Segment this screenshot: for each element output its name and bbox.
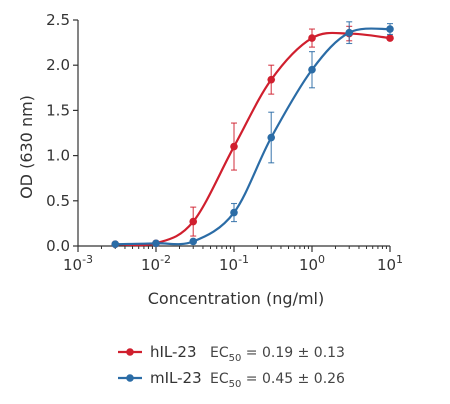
data-point [308,65,316,74]
x-tick-label: 100 [299,253,325,274]
data-point [308,34,316,42]
legend-marker [126,348,134,356]
data-point [230,208,238,217]
series-hIL-23 [111,25,394,248]
series-mIL-23 [111,21,394,248]
data-point [189,237,198,246]
data-point [230,142,238,151]
y-tick-label: 1.5 [46,101,70,119]
tick-labels: 0.0 0.5 1.0 1.5 2.0 2.5 10-3 10-2 10-1 100 101 [46,11,403,274]
data-point [267,75,276,84]
legend-item-mIL-23: mIL-23 EC50 = 0.45 ± 0.26 [118,369,345,390]
y-tick-label: 2.0 [46,56,70,74]
legend-ec50: EC50 = 0.19 ± 0.13 [210,345,345,364]
x-tick-label: 10-2 [141,253,171,274]
series-line [115,31,391,247]
data-point [111,240,120,248]
series [111,21,394,248]
y-tick-label: 1.0 [46,147,70,165]
x-tick-label: 10-3 [63,253,93,274]
data-point [386,25,394,33]
y-tick-label: 2.5 [46,11,70,29]
x-tick-label: 101 [377,253,403,274]
x-axis-title: Concentration (ng/ml) [148,289,324,308]
y-tick-label: 0.0 [46,237,70,255]
legend-marker [126,374,134,382]
legend: hIL-23 EC50 = 0.19 ± 0.13 mIL-23 EC50 = 0.4… [118,343,345,390]
legend-series-name: mIL-23 [150,369,202,387]
y-axis-title: OD (630 nm) [17,95,36,199]
data-point [386,34,394,42]
legend-series-name: hIL-23 [150,343,197,361]
legend-ec50: EC50 = 0.45 ± 0.26 [210,371,345,390]
x-tick-label: 10-1 [219,253,249,274]
data-point [152,239,160,248]
y-tick-label: 0.5 [46,192,70,210]
legend-item-hIL-23: hIL-23 EC50 = 0.19 ± 0.13 [118,343,345,364]
data-point [345,28,354,37]
data-point [189,217,198,226]
series-line [115,27,391,246]
data-point [267,133,276,142]
